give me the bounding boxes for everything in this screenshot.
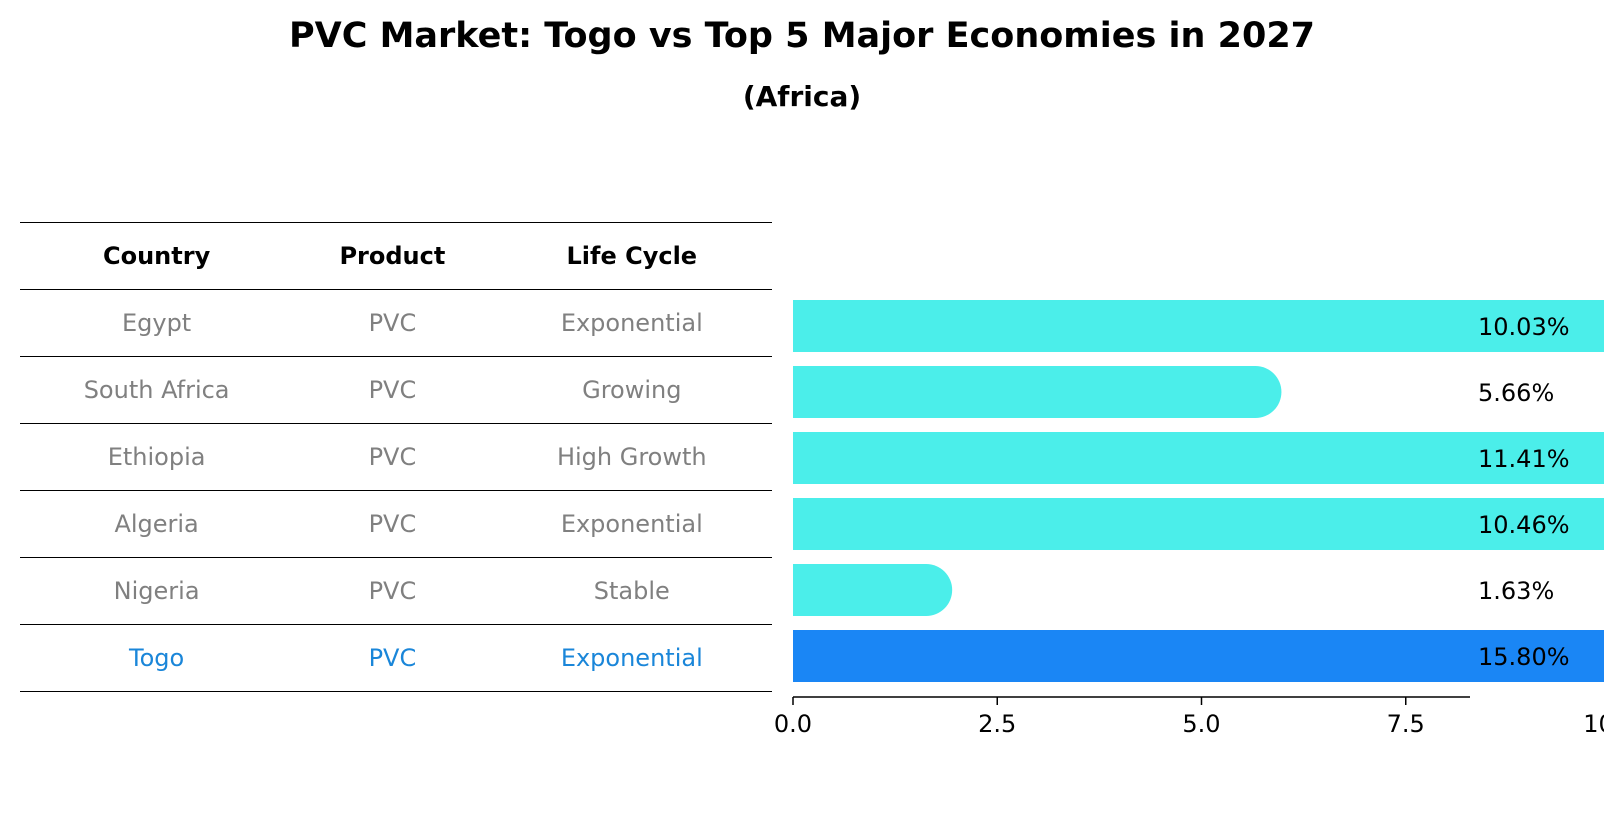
cell-country: Algeria <box>20 490 294 558</box>
cell-product: PVC <box>293 356 492 424</box>
data-label: 5.66% <box>1478 379 1554 407</box>
x-tick-label: 0.0 <box>774 710 812 738</box>
cell-life-cycle: High Growth <box>491 423 772 491</box>
cell-country: Ethiopia <box>20 423 294 491</box>
bar-togo <box>793 630 1604 682</box>
x-tick-label: 5.0 <box>1182 710 1220 738</box>
data-label: 10.46% <box>1478 511 1570 539</box>
table-row: Ethiopia PVC High Growth <box>20 423 772 491</box>
bar-algeria <box>793 498 1604 550</box>
data-label: 1.63% <box>1478 577 1554 605</box>
header-product: Product <box>293 222 492 290</box>
header-country: Country <box>20 222 294 290</box>
cell-product: PVC <box>293 423 492 491</box>
cell-life-cycle: Stable <box>491 557 772 625</box>
cell-country: Nigeria <box>20 557 294 625</box>
data-label: 10.03% <box>1478 313 1570 341</box>
table-header-row: Country Product Life Cycle <box>20 222 772 290</box>
chart-subtitle: (Africa) <box>742 80 862 113</box>
table-row: Nigeria PVC Stable <box>20 557 772 625</box>
data-label: 11.41% <box>1478 445 1570 473</box>
market-table: Country Product Life Cycle Egypt PVC Exp… <box>20 222 772 692</box>
cell-country: South Africa <box>20 356 294 424</box>
bar-egypt <box>793 300 1604 352</box>
cell-country: Togo <box>20 624 294 692</box>
cell-product: PVC <box>293 490 492 558</box>
table-row: Egypt PVC Exponential <box>20 289 772 357</box>
cell-product: PVC <box>293 624 492 692</box>
cell-product: PVC <box>293 557 492 625</box>
bar-nigeria <box>793 564 953 616</box>
bar-south-africa <box>793 366 1282 418</box>
table-row: South Africa PVC Growing <box>20 356 772 424</box>
cell-life-cycle: Exponential <box>491 289 772 357</box>
table-row-highlight: Togo PVC Exponential <box>20 624 772 692</box>
table-row: Algeria PVC Exponential <box>20 490 772 558</box>
cell-life-cycle: Growing <box>491 356 772 424</box>
cell-country: Egypt <box>20 289 294 357</box>
cell-life-cycle: Exponential <box>491 624 772 692</box>
x-tick-label: 10.0 <box>1583 710 1604 738</box>
bar-ethiopia <box>793 432 1604 484</box>
data-label: 15.80% <box>1478 643 1570 671</box>
x-tick-label: 7.5 <box>1387 710 1425 738</box>
x-tick-label: 2.5 <box>978 710 1016 738</box>
header-life-cycle: Life Cycle <box>491 222 772 290</box>
cell-life-cycle: Exponential <box>491 490 772 558</box>
chart-title: PVC Market: Togo vs Top 5 Major Economie… <box>288 16 1316 56</box>
cell-product: PVC <box>293 289 492 357</box>
